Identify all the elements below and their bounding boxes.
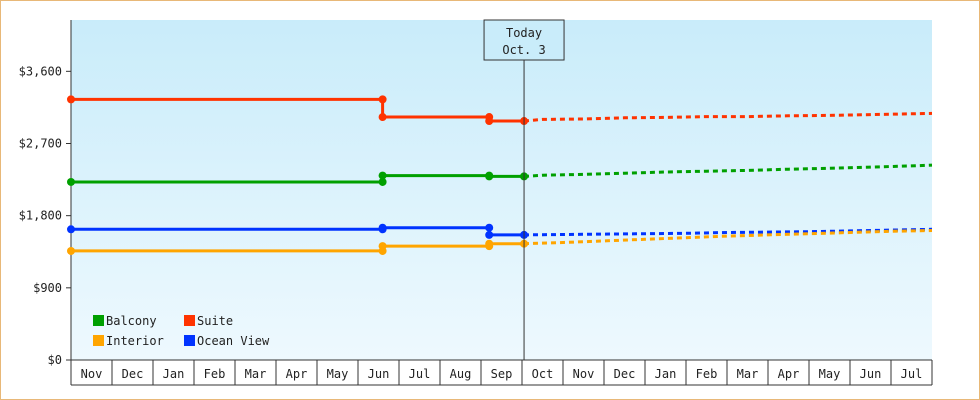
forecast-line-interior: [523, 229, 933, 246]
legend-label-ocean-view: Ocean View: [197, 334, 270, 348]
legend-swatch-ocean-view: [184, 335, 195, 346]
x-tick-label: Apr: [286, 367, 308, 381]
today-date: Oct. 3: [502, 43, 545, 57]
y-tick-label: $1,800: [19, 209, 62, 223]
x-tick-label: Dec: [122, 367, 144, 381]
x-tick-label: Jul: [901, 367, 923, 381]
x-tick-label: Nov: [573, 367, 595, 381]
y-tick-label: $2,700: [19, 136, 62, 150]
series-lines: [67, 95, 933, 255]
today-box: [483, 19, 565, 61]
x-tick-label: Dec: [614, 367, 636, 381]
forecast-line-ocean-view: [523, 227, 933, 237]
forecast-line-suite: [523, 111, 933, 123]
x-tick-label: Oct: [532, 367, 554, 381]
x-tick-label: Jun: [860, 367, 882, 381]
x-tick-label: Jul: [409, 367, 431, 381]
data-point-ocean-view: [485, 223, 494, 232]
x-tick-label: Aug: [450, 367, 472, 381]
data-point-interior: [67, 246, 75, 255]
data-point-ocean-view: [67, 225, 75, 234]
data-point-interior: [485, 239, 494, 248]
y-axis: $0 $900 $1,800 $2,700 $3,600: [19, 20, 72, 367]
series-line-interior: [71, 242, 524, 253]
x-tick-label: Feb: [696, 367, 718, 381]
data-point-ocean-view: [378, 223, 387, 232]
series-line-suite: [71, 97, 524, 123]
data-point-suite: [378, 95, 387, 104]
x-tick-label: Jan: [163, 367, 185, 381]
data-point-suite: [485, 117, 494, 126]
data-point-balcony: [378, 177, 387, 186]
legend-label-suite: Suite: [197, 314, 233, 328]
forecast-line-balcony: [523, 163, 933, 178]
y-tick-label: $3,600: [19, 64, 62, 78]
data-point-balcony: [378, 171, 387, 180]
y-tick-label: $900: [33, 281, 62, 295]
legend-label-balcony: Balcony: [106, 314, 157, 328]
legend-label-interior: Interior: [106, 334, 164, 348]
data-point-interior: [378, 242, 387, 251]
legend-swatch-suite: [184, 315, 195, 326]
x-tick-label: Jun: [368, 367, 390, 381]
series-line-ocean-view: [71, 226, 524, 237]
data-point-balcony: [67, 177, 75, 186]
x-tick-label: Nov: [81, 367, 103, 381]
legend: Balcony Suite Interior Ocean View: [93, 314, 270, 348]
x-tick-label: Mar: [245, 367, 267, 381]
x-tick-label: Mar: [737, 367, 759, 381]
x-tick-label: Apr: [778, 367, 800, 381]
x-tick-label: Jan: [655, 367, 677, 381]
legend-swatch-balcony: [93, 315, 104, 326]
today-label: Today: [506, 26, 542, 40]
x-tick-label: Feb: [204, 367, 226, 381]
plot-area: [71, 20, 932, 360]
data-point-balcony: [485, 172, 494, 181]
legend-swatch-interior: [93, 335, 104, 346]
series-line-balcony: [71, 174, 524, 184]
data-point-suite: [67, 95, 75, 104]
data-point-ocean-view: [485, 230, 494, 239]
y-tick-label: $0: [48, 353, 62, 367]
x-tick-label: Sep: [491, 367, 513, 381]
x-tick-label: May: [327, 367, 349, 381]
data-point-suite: [378, 113, 387, 122]
today-marker: Today Oct. 3: [483, 19, 565, 360]
x-axis: Nov Dec Jan Feb Mar Apr May Jun Jul Aug Sep Oct Nov D…: [70, 359, 933, 386]
x-tick-label: May: [819, 367, 841, 381]
